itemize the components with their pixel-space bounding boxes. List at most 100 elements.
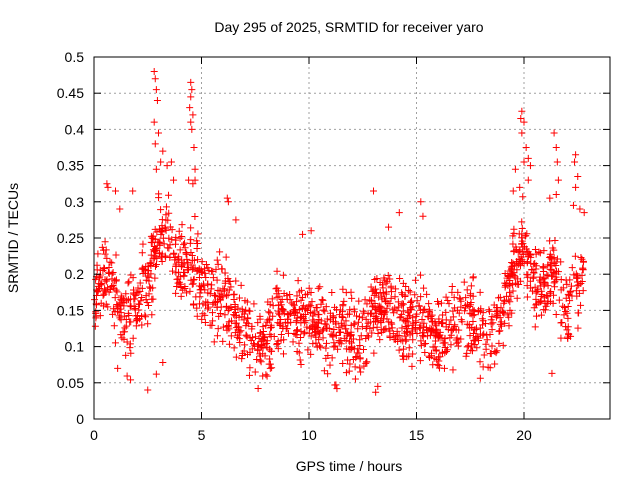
data-point xyxy=(422,324,430,332)
data-point xyxy=(91,322,99,330)
data-point xyxy=(386,333,394,341)
data-point xyxy=(426,324,434,332)
data-point xyxy=(394,337,402,345)
data-point xyxy=(377,303,385,311)
data-point xyxy=(428,311,436,319)
data-point xyxy=(292,308,300,316)
data-point xyxy=(178,233,186,241)
data-point xyxy=(150,118,158,126)
data-point xyxy=(246,364,254,372)
data-point xyxy=(259,372,267,380)
data-point xyxy=(522,250,530,258)
data-point xyxy=(554,176,562,184)
data-point xyxy=(235,335,243,343)
data-point xyxy=(579,287,587,295)
data-point xyxy=(552,144,560,151)
data-point xyxy=(473,344,481,352)
data-point xyxy=(94,250,102,258)
data-point xyxy=(445,321,453,329)
data-point xyxy=(136,315,144,323)
data-point xyxy=(179,261,187,269)
data-point xyxy=(175,227,183,235)
data-point xyxy=(509,240,517,248)
data-point xyxy=(332,332,340,340)
data-point xyxy=(411,291,419,299)
data-point xyxy=(307,227,315,235)
data-point xyxy=(326,316,334,324)
data-point xyxy=(350,305,358,313)
data-point xyxy=(552,191,560,199)
data-point xyxy=(349,335,357,343)
data-point xyxy=(460,278,468,286)
data-point xyxy=(513,275,521,283)
data-point xyxy=(383,304,391,312)
data-point xyxy=(124,296,132,304)
data-point xyxy=(553,158,561,166)
data-point xyxy=(151,274,159,282)
data-point xyxy=(266,364,274,372)
data-point xyxy=(471,337,479,345)
data-point xyxy=(574,274,582,282)
data-point xyxy=(520,259,528,267)
data-point xyxy=(322,344,330,352)
data-point xyxy=(440,364,448,372)
data-point xyxy=(186,104,194,112)
data-point xyxy=(309,325,317,333)
data-point xyxy=(191,213,199,221)
data-point xyxy=(441,349,449,357)
data-point xyxy=(403,315,411,323)
data-point xyxy=(344,356,352,364)
data-point xyxy=(96,271,104,279)
data-point xyxy=(401,329,409,337)
data-point xyxy=(289,301,297,309)
data-point xyxy=(152,370,160,378)
data-point xyxy=(397,336,405,344)
data-point xyxy=(265,308,273,316)
data-point xyxy=(168,236,176,244)
data-point xyxy=(419,333,427,341)
data-point xyxy=(181,239,189,247)
data-point xyxy=(534,285,542,293)
data-point xyxy=(289,338,297,346)
data-point xyxy=(449,366,457,374)
data-point xyxy=(467,310,475,318)
data-point xyxy=(280,289,288,297)
data-point xyxy=(318,296,326,304)
data-point xyxy=(307,289,315,297)
data-point xyxy=(138,321,146,329)
data-point xyxy=(150,67,158,75)
data-point xyxy=(153,96,161,104)
data-point xyxy=(546,250,554,258)
data-point xyxy=(355,297,363,305)
data-point xyxy=(150,247,158,255)
data-point xyxy=(419,329,427,337)
data-point xyxy=(124,309,132,317)
data-point xyxy=(100,264,108,272)
data-point xyxy=(179,268,187,276)
data-point xyxy=(417,198,425,206)
data-point xyxy=(134,284,142,292)
data-point xyxy=(444,297,452,305)
data-point xyxy=(319,296,327,304)
data-point xyxy=(315,311,323,319)
data-point xyxy=(388,320,396,328)
data-point xyxy=(511,279,519,287)
data-point xyxy=(242,306,250,314)
data-point xyxy=(369,303,377,311)
data-point xyxy=(100,246,108,254)
data-point xyxy=(230,296,238,304)
data-point xyxy=(126,302,134,310)
data-point xyxy=(104,183,112,191)
data-point xyxy=(564,314,572,322)
data-point xyxy=(195,282,203,290)
data-point xyxy=(409,350,417,358)
data-point xyxy=(209,267,217,275)
data-point xyxy=(187,93,195,101)
data-point xyxy=(506,288,514,296)
data-point xyxy=(426,306,434,314)
data-point xyxy=(413,330,421,338)
data-point xyxy=(251,368,259,376)
data-point xyxy=(378,328,386,336)
data-point xyxy=(467,346,475,354)
data-point xyxy=(288,299,296,307)
